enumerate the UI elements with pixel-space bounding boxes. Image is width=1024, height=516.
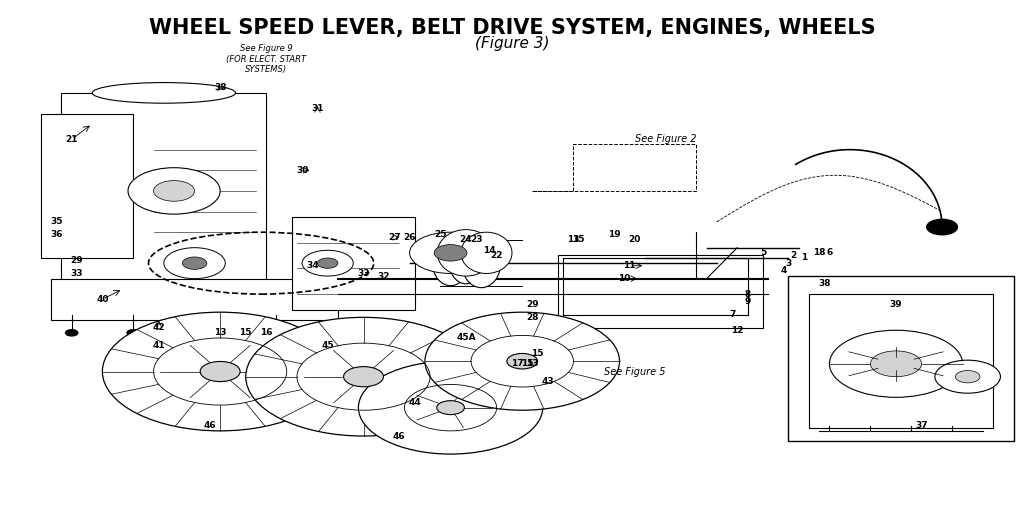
Text: 40: 40 <box>96 295 109 304</box>
Circle shape <box>927 219 957 235</box>
Text: 33: 33 <box>357 269 370 278</box>
Text: 38: 38 <box>214 83 226 92</box>
FancyBboxPatch shape <box>292 217 415 310</box>
Text: 46: 46 <box>204 421 216 430</box>
FancyBboxPatch shape <box>788 276 1014 441</box>
Text: 6: 6 <box>826 248 833 257</box>
Circle shape <box>507 353 538 369</box>
Text: 37: 37 <box>915 421 928 430</box>
Circle shape <box>870 351 922 377</box>
Text: 18: 18 <box>813 248 825 257</box>
Text: 9: 9 <box>744 297 751 307</box>
Text: 21: 21 <box>66 135 78 144</box>
Text: 39: 39 <box>890 300 902 309</box>
FancyBboxPatch shape <box>41 114 133 258</box>
Text: 15: 15 <box>521 359 534 368</box>
Text: 23: 23 <box>470 235 482 245</box>
Text: 33: 33 <box>71 269 83 278</box>
Circle shape <box>246 317 481 436</box>
Text: 29: 29 <box>71 256 83 265</box>
Text: 7: 7 <box>729 310 735 319</box>
Text: See Figure 2: See Figure 2 <box>635 134 696 144</box>
Text: 24: 24 <box>460 235 472 245</box>
Text: 20: 20 <box>629 235 641 245</box>
Circle shape <box>343 366 383 387</box>
FancyBboxPatch shape <box>51 279 338 320</box>
Ellipse shape <box>461 232 512 273</box>
Text: 27: 27 <box>388 233 400 242</box>
Circle shape <box>410 232 492 273</box>
Text: 17: 17 <box>511 359 523 368</box>
Text: 30: 30 <box>296 166 308 175</box>
Circle shape <box>154 181 195 201</box>
Circle shape <box>302 250 353 276</box>
Circle shape <box>425 312 620 410</box>
Text: 10: 10 <box>618 274 631 283</box>
Text: 15: 15 <box>240 328 252 337</box>
Text: 45A: 45A <box>456 333 476 343</box>
Text: 13: 13 <box>214 328 226 337</box>
Text: (Figure 3): (Figure 3) <box>475 36 549 51</box>
Text: 28: 28 <box>526 313 539 322</box>
Text: 41: 41 <box>153 341 165 350</box>
Circle shape <box>317 258 338 268</box>
Text: 45: 45 <box>322 341 334 350</box>
Text: 14: 14 <box>483 246 496 255</box>
Text: 36: 36 <box>50 230 62 239</box>
Circle shape <box>102 312 338 431</box>
Circle shape <box>358 361 543 454</box>
Circle shape <box>66 330 78 336</box>
Text: 16: 16 <box>260 328 272 337</box>
Text: 44: 44 <box>409 398 421 407</box>
Text: 5: 5 <box>760 248 766 257</box>
Text: 31: 31 <box>311 104 324 113</box>
Circle shape <box>436 400 465 415</box>
Text: 38: 38 <box>818 279 830 288</box>
Text: 3: 3 <box>785 259 792 268</box>
FancyBboxPatch shape <box>61 93 266 289</box>
Text: 12: 12 <box>731 326 743 335</box>
Text: 1: 1 <box>801 253 807 263</box>
Ellipse shape <box>92 83 236 103</box>
Text: 26: 26 <box>403 233 416 242</box>
Circle shape <box>201 361 240 382</box>
Circle shape <box>935 360 1000 393</box>
Text: 2: 2 <box>791 251 797 260</box>
Text: 29: 29 <box>526 300 539 309</box>
FancyBboxPatch shape <box>558 255 763 328</box>
Text: 25: 25 <box>434 230 446 239</box>
Circle shape <box>209 330 221 336</box>
Circle shape <box>182 257 207 269</box>
Text: 43: 43 <box>542 377 554 386</box>
Text: 13: 13 <box>567 235 580 245</box>
Text: 8: 8 <box>744 289 751 299</box>
Text: 32: 32 <box>378 271 390 281</box>
Text: 4: 4 <box>780 266 786 276</box>
Text: 34: 34 <box>306 261 318 270</box>
Circle shape <box>955 370 980 383</box>
Text: 15: 15 <box>572 235 585 245</box>
Circle shape <box>270 330 283 336</box>
Text: 46: 46 <box>393 431 406 441</box>
FancyBboxPatch shape <box>809 294 993 428</box>
Text: 42: 42 <box>153 323 165 332</box>
Text: 15: 15 <box>531 349 544 358</box>
Ellipse shape <box>450 243 482 284</box>
Text: See Figure 9
(FOR ELECT. START
SYSTEMS): See Figure 9 (FOR ELECT. START SYSTEMS) <box>226 44 306 74</box>
Circle shape <box>434 245 467 261</box>
Text: See Figure 5: See Figure 5 <box>604 366 666 377</box>
Circle shape <box>128 168 220 214</box>
Text: 19: 19 <box>608 230 621 239</box>
Ellipse shape <box>432 240 469 286</box>
Text: 35: 35 <box>50 217 62 227</box>
Circle shape <box>829 330 963 397</box>
Circle shape <box>164 248 225 279</box>
Text: 22: 22 <box>490 251 503 260</box>
Text: WHEEL SPEED LEVER, BELT DRIVE SYSTEM, ENGINES, WHEELS: WHEEL SPEED LEVER, BELT DRIVE SYSTEM, EN… <box>148 18 876 38</box>
Ellipse shape <box>462 238 501 288</box>
Text: 13: 13 <box>526 359 539 368</box>
Text: 11: 11 <box>624 261 636 270</box>
Ellipse shape <box>437 230 495 276</box>
Circle shape <box>127 330 139 336</box>
